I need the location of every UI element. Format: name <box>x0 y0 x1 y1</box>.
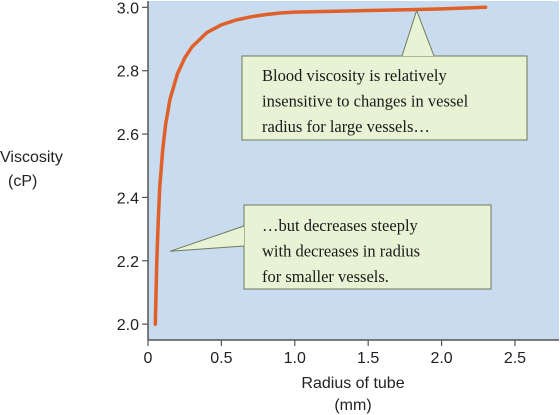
y-axis-title-line2: (cP) <box>8 173 37 190</box>
callout-text-line: Blood viscosity is relatively <box>262 66 447 85</box>
callout-text-line: …but decreases steeply <box>262 216 419 235</box>
callout-text-line: with decreases in radius <box>262 242 420 261</box>
callouts: Blood viscosity is relatively insensitive… <box>169 8 528 290</box>
callout-pointer <box>402 10 434 56</box>
y-tick-label: 2.6 <box>117 127 139 144</box>
callout-text-line: for smaller vessels. <box>262 267 389 286</box>
x-axis-title-line1: Radius of tube <box>301 375 404 392</box>
y-tick-label: 2.0 <box>117 317 139 334</box>
y-tick-label: 3.0 <box>117 0 139 17</box>
x-tick-label: 1.5 <box>357 350 379 367</box>
y-tick-label: 2.8 <box>117 64 139 81</box>
callout-text-line: insensitive to changes in vessel <box>262 92 469 111</box>
y-tick-label: 2.2 <box>117 254 139 271</box>
x-axis-title-line2: (mm) <box>334 397 371 414</box>
callout-pointer-outline <box>169 225 245 252</box>
x-tick-label: 2.0 <box>430 350 452 367</box>
callout-box <box>241 55 528 141</box>
callout-small-vessels: …but decreases steeply with decreases in … <box>169 204 492 290</box>
x-tick-label: 0.5 <box>210 350 232 367</box>
callout-large-vessels: Blood viscosity is relatively insensitive… <box>241 8 528 141</box>
y-axis-title-line1: Viscosity <box>0 149 63 166</box>
x-tick-label: 0 <box>144 350 153 367</box>
axis-labels: Viscosity (cP) Radius of tube (mm) <box>0 149 405 414</box>
y-tick-label: 2.4 <box>117 190 139 207</box>
series-layer <box>153 5 488 326</box>
axes: 2.0 2.2 2.4 2.6 2.8 3.0 0 0.5 1.0 1.5 2.0 2.5 <box>117 0 559 367</box>
callout-box <box>243 204 492 290</box>
viscosity-curve <box>153 5 488 326</box>
callout-pointer-outline <box>401 8 435 57</box>
callout-text-line: radius for large vessels… <box>262 117 430 136</box>
x-tick-label: 2.5 <box>504 350 526 367</box>
x-tick-label: 1.0 <box>284 350 306 367</box>
